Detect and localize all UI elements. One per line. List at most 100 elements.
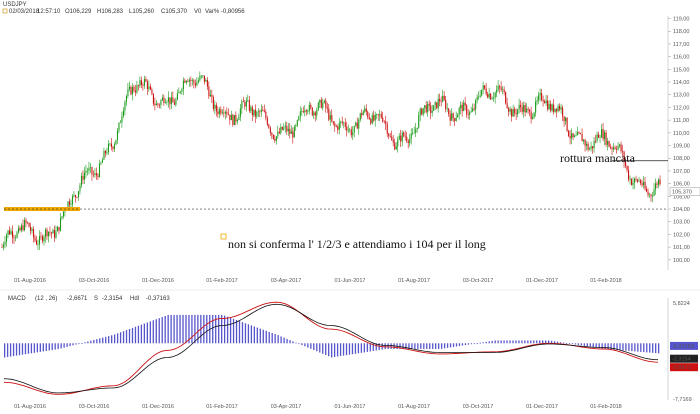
candle-body (334, 123, 336, 127)
histogram-bar (9, 343, 12, 357)
candle-body (301, 111, 303, 112)
histogram-bar (241, 322, 244, 344)
candle-body (235, 115, 237, 122)
candle-body (581, 134, 583, 142)
candle-body (424, 105, 426, 108)
histogram-bar (542, 340, 544, 344)
histogram-bar (63, 343, 65, 348)
hist-value: -0,37163 (146, 296, 170, 302)
candle-body (226, 111, 228, 114)
candle-body (230, 114, 232, 121)
histogram-bar (351, 343, 354, 355)
histogram-bar (571, 343, 574, 345)
histogram-bar (372, 343, 374, 351)
candle-body (617, 145, 619, 150)
histogram-bar (45, 343, 47, 351)
histogram-bar (325, 343, 327, 355)
histogram-bar (96, 339, 98, 344)
price-tick-label: 111,00 (673, 118, 689, 124)
histogram-bar (122, 331, 125, 344)
histogram-bar (328, 343, 330, 357)
histogram-bar (559, 342, 562, 344)
candle-body (578, 132, 580, 134)
histogram-bar (604, 343, 606, 350)
candle-body (281, 126, 283, 130)
candle-body (428, 103, 430, 106)
candle-body (203, 75, 205, 82)
candle-body (308, 104, 310, 112)
candle-body (457, 114, 459, 118)
candle-body (572, 133, 574, 138)
candle-body (197, 80, 199, 83)
histogram-bar (595, 343, 597, 348)
candle-body (136, 85, 138, 93)
candle-body (514, 108, 516, 113)
histogram-bar (613, 343, 615, 350)
histogram-bar (161, 317, 163, 344)
candle-body (71, 196, 74, 205)
candle-body (635, 178, 637, 180)
candle-body (371, 115, 373, 124)
histogram-bar (304, 343, 306, 347)
candle-body (74, 195, 77, 197)
histogram-bar (512, 340, 514, 344)
candle-body (560, 107, 562, 110)
histogram-bar (125, 330, 128, 344)
date-tick-label: 03-Apr-2017 (271, 278, 302, 284)
candle-body (505, 92, 507, 104)
price-tick-label: 116,00 (673, 55, 689, 61)
histogram-bar (354, 343, 357, 354)
histogram-bar (331, 343, 333, 358)
histogram-bar (84, 342, 86, 344)
candle-body (94, 173, 96, 175)
candle-body (461, 104, 463, 112)
candle-body (370, 119, 372, 124)
histogram-bar (637, 343, 639, 352)
candle-body (95, 173, 98, 176)
candle-body (239, 108, 241, 117)
candle-body (341, 121, 343, 123)
price-pane[interactable]: 100,00 101,00 102,00 103,00 104,00 105,00 106,… (0, 16, 700, 291)
histogram-bar (33, 343, 36, 353)
candle-body (557, 106, 559, 112)
candle-body (596, 134, 598, 141)
candle-body (551, 104, 553, 111)
candle-body (380, 114, 382, 118)
candle-body (533, 112, 535, 118)
histogram-bar (530, 340, 532, 344)
candle-body (181, 89, 183, 92)
candle-body (316, 110, 318, 116)
histogram-bar (268, 331, 270, 344)
histogram-bar (506, 340, 508, 344)
candle-body (289, 128, 291, 134)
macd-name: MACD (8, 296, 26, 302)
histogram-bar (366, 343, 368, 352)
histogram-bar (102, 337, 104, 344)
candle-body (463, 102, 465, 112)
histogram-bar (589, 343, 591, 347)
macd-histogram (4, 314, 660, 358)
candle-body (530, 111, 532, 119)
histogram-bar (256, 327, 258, 344)
candle-body (358, 119, 360, 129)
candle-body (179, 91, 181, 93)
candle-body (623, 151, 625, 162)
candle-body (599, 137, 601, 139)
macd-pane[interactable]: MACD (12 , 26) -2,6671 S -2,3154 Hdl -0,… (3, 296, 698, 410)
candle-body (323, 100, 325, 103)
candle-body (35, 240, 38, 245)
candle-body (262, 109, 264, 111)
histogram-bar (348, 343, 351, 355)
candle-body (314, 112, 316, 116)
candle-body (161, 97, 163, 101)
candle-body (449, 114, 451, 121)
candle-body (629, 179, 631, 180)
candle-body (263, 110, 265, 112)
macd-date-tick-label: 03-Oct-2016 (79, 404, 110, 410)
header-open: O106,229 (65, 9, 92, 15)
last-price-tag: 105,370 (669, 187, 700, 196)
candle-body (473, 108, 475, 110)
candle-body (253, 109, 255, 116)
candle-body (602, 129, 604, 140)
